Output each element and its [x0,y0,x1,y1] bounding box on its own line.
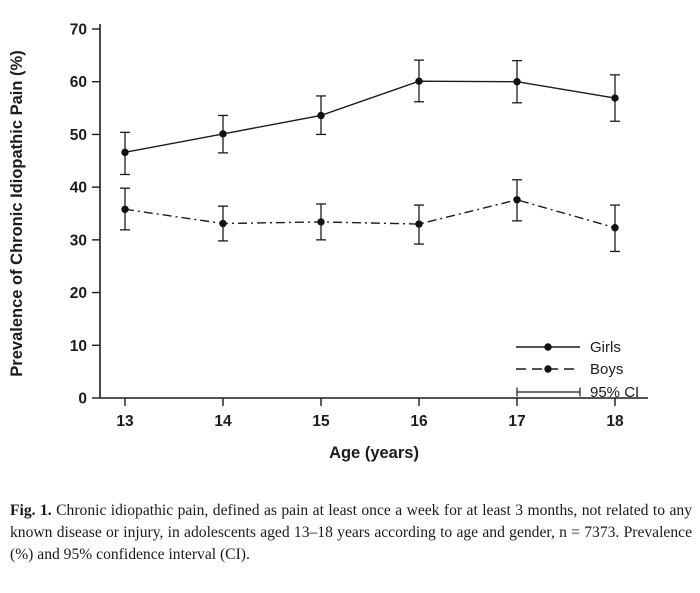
x-tick-label: 15 [312,413,330,430]
x-tick-label: 18 [606,413,624,430]
series-girls [120,59,620,176]
y-tick-label: 0 [78,391,87,408]
legend-girls-marker [544,343,552,351]
marker-girls-18 [611,94,619,102]
marker-girls-13 [121,148,129,157]
legend: Girls Boys 95% CI [516,339,639,401]
marker-girls-15 [317,111,325,120]
prevalence-chart-figure: 0 10 20 30 40 50 60 70 13 14 15 16 17 18 Prevalence of… [8,22,648,462]
figure-caption-label: Fig. 1. [10,501,52,519]
line-girls [124,80,616,154]
legend-ci-label: 95% CI [590,384,639,401]
legend-boys-label: Boys [590,361,623,378]
x-tick-label: 17 [508,413,525,430]
x-tick-label: 16 [410,413,428,430]
marker-boys-13 [121,205,129,213]
x-axis-title: Age (years) [329,444,419,462]
marker-boys-14 [219,219,227,228]
y-tick-label: 60 [70,74,87,91]
y-tick-label: 20 [70,285,87,302]
y-tick-label: 40 [70,180,87,197]
series-boys [120,179,620,253]
legend-boys-marker [544,365,552,373]
marker-boys-16 [415,220,423,228]
y-tick-label: 30 [70,232,87,249]
figure-caption-text: Chronic idiopathic pain, defined as pain… [10,501,692,563]
marker-boys-18 [611,224,619,232]
y-axis-title: Prevalence of Chronic Idiopathic Pain (%… [8,50,26,376]
y-tick-label: 70 [70,22,87,39]
line-boys [124,199,616,229]
marker-girls-17 [513,78,521,86]
y-tick-label: 10 [70,338,87,355]
marker-boys-17 [513,196,521,204]
y-tick-label: 50 [70,127,87,144]
legend-girls-label: Girls [590,339,621,356]
figure-caption: Fig. 1. Chronic idiopathic pain, defined… [0,500,700,566]
marker-girls-14 [219,130,227,138]
x-tick-label: 14 [214,413,232,430]
marker-girls-16 [415,77,423,85]
marker-boys-15 [317,218,325,226]
x-tick-label: 13 [116,413,134,430]
prevalence-chart-svg: 0 10 20 30 40 50 60 70 13 14 15 16 17 18 Prevalence of… [8,22,648,462]
